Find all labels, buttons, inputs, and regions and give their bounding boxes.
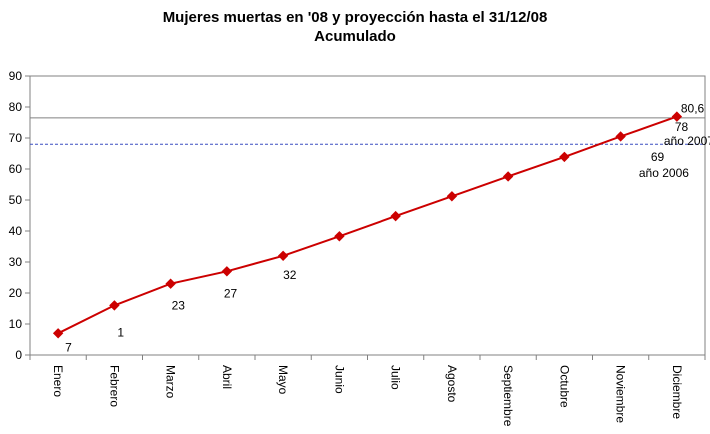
data-label: 80,6 [681, 102, 705, 116]
x-tick-label: Diciembre [670, 365, 684, 419]
x-tick-label: Febrero [107, 365, 121, 407]
x-tick-label: Abril [220, 365, 234, 389]
y-tick-label: 80 [9, 100, 23, 114]
x-tick-label: Marzo [164, 365, 178, 399]
data-point [52, 328, 64, 339]
reference-label: 78 [675, 120, 689, 134]
chart-title: Mujeres muertas en '08 y proyección hast… [162, 9, 548, 26]
data-label: 27 [224, 286, 238, 300]
y-tick-label: 90 [9, 69, 23, 83]
x-tick-label: Noviembre [614, 365, 628, 423]
data-label: 1 [117, 325, 124, 339]
x-tick-label: Junio [332, 365, 346, 394]
data-point [165, 278, 176, 289]
x-tick-label: Enero [51, 365, 65, 397]
x-tick-label: Agosto [445, 365, 459, 403]
series-line [57, 115, 678, 335]
data-label: 32 [283, 268, 297, 282]
reference-label: 69 [651, 150, 665, 164]
y-tick-label: 20 [9, 286, 23, 300]
reference-sublabel: año 2006 [639, 166, 689, 180]
x-tick-label: Julio [389, 365, 403, 390]
data-point [277, 250, 289, 262]
x-tick-label: Septiembre [501, 365, 515, 427]
reference-sublabel: año 2007 [664, 134, 710, 148]
y-tick-label: 30 [9, 255, 23, 269]
data-point [109, 300, 120, 311]
y-tick-label: 0 [15, 348, 22, 362]
y-tick-label: 70 [9, 131, 23, 145]
x-tick-label: Octubre [557, 365, 571, 408]
chart-subtitle: Acumulado [314, 28, 396, 45]
data-point [334, 231, 345, 242]
x-tick-label: Mayo [276, 365, 290, 395]
y-tick-label: 40 [9, 224, 23, 238]
data-point [390, 210, 401, 222]
y-tick-label: 50 [9, 193, 23, 207]
y-tick-label: 60 [9, 162, 23, 176]
data-point [446, 191, 458, 202]
y-tick-label: 10 [9, 317, 23, 331]
data-point [559, 151, 570, 163]
data-point [615, 131, 626, 142]
data-point [221, 266, 233, 277]
data-point [671, 111, 683, 122]
data-label: 7 [65, 340, 72, 354]
data-point [502, 171, 514, 182]
data-label: 23 [172, 299, 186, 313]
